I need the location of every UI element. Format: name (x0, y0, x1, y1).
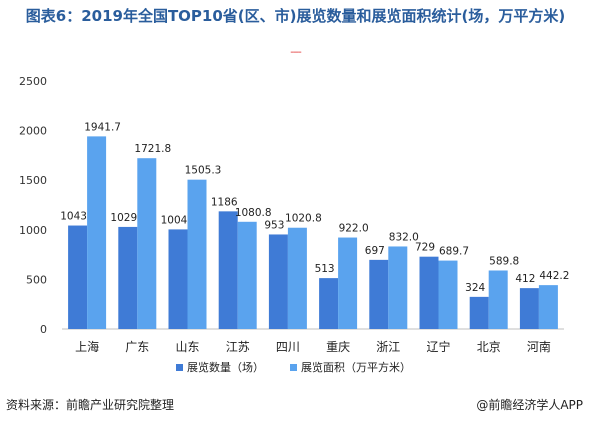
data-label-count: 729 (415, 242, 435, 254)
x-tick-label: 重庆 (326, 340, 350, 354)
bar-exhibition-area (388, 246, 408, 329)
bar-exhibition-count (218, 211, 238, 329)
data-label-area: 589.8 (489, 255, 519, 267)
data-label-area: 442.2 (539, 270, 569, 282)
x-tick-label: 河南 (527, 339, 551, 354)
legend-label: 展览面积（万平方米） (301, 360, 411, 374)
x-tick-label: 辽宁 (426, 339, 450, 354)
bar-exhibition-count (68, 225, 88, 329)
y-tick-label: 1500 (19, 174, 47, 187)
credit-note: @前瞻经济学人APP (476, 398, 583, 412)
bar-exhibition-count (419, 256, 439, 329)
bar-exhibition-area (187, 179, 207, 329)
source-note: 资料来源：前瞻产业研究院整理 (6, 398, 175, 412)
data-label-area: 832.0 (389, 231, 419, 243)
x-tick-label: 浙江 (376, 340, 400, 354)
data-label-count: 412 (515, 273, 535, 285)
y-tick-label: 2000 (19, 125, 47, 138)
x-tick-label: 山东 (175, 340, 199, 354)
bar-exhibition-area (538, 285, 558, 329)
data-label-area: 689.7 (439, 246, 469, 258)
x-tick-label: 广东 (125, 340, 149, 354)
data-label-area: 1020.8 (285, 213, 322, 225)
chart-title: 图表6：2019年全国TOP10省(区、市)展览数量和展览面积统计(场，万平方米… (25, 7, 566, 25)
bar-exhibition-area (87, 136, 107, 329)
y-tick-label: 2500 (19, 75, 47, 88)
x-tick-label: 北京 (477, 340, 501, 354)
x-tick-label: 四川 (276, 340, 300, 354)
data-label-count: 953 (264, 219, 284, 231)
y-tick-label: 500 (26, 273, 47, 286)
data-label-count: 1004 (161, 214, 188, 226)
bar-exhibition-count (168, 229, 188, 329)
bar-exhibition-area (438, 260, 458, 329)
bar-exhibition-count (118, 226, 138, 329)
x-tick-label: 上海 (75, 339, 99, 354)
bar-exhibition-count (469, 296, 489, 329)
bar-exhibition-count (268, 234, 288, 329)
data-label-area: 1721.8 (134, 143, 171, 155)
legend-label: 展览数量（场） (187, 360, 264, 374)
y-tick-label: 0 (40, 323, 47, 336)
data-label-count: 1029 (110, 212, 137, 224)
bar-exhibition-area (287, 227, 307, 329)
data-label-count: 697 (365, 245, 385, 257)
legend-swatch (176, 364, 183, 371)
data-label-area: 1941.7 (84, 121, 121, 133)
title-underline-mark: ---- (290, 47, 301, 58)
bar-exhibition-count (519, 288, 539, 329)
bar-exhibition-area (137, 158, 157, 329)
legend-swatch (290, 364, 297, 371)
data-label-area: 922.0 (339, 223, 369, 235)
data-label-area: 1505.3 (185, 165, 222, 177)
bar-exhibition-area (488, 270, 508, 329)
data-label-count: 324 (465, 282, 485, 294)
y-tick-label: 1000 (19, 224, 47, 237)
data-label-count: 1043 (60, 211, 87, 223)
data-label-count: 513 (315, 263, 335, 275)
bar-exhibition-count (369, 259, 389, 329)
data-label-area: 1080.8 (235, 207, 272, 219)
bar-exhibition-area (338, 237, 358, 329)
x-tick-label: 江苏 (226, 340, 250, 354)
data-label-count: 1186 (211, 196, 238, 208)
bar-exhibition-area (237, 221, 257, 329)
bar-exhibition-count (319, 278, 339, 329)
